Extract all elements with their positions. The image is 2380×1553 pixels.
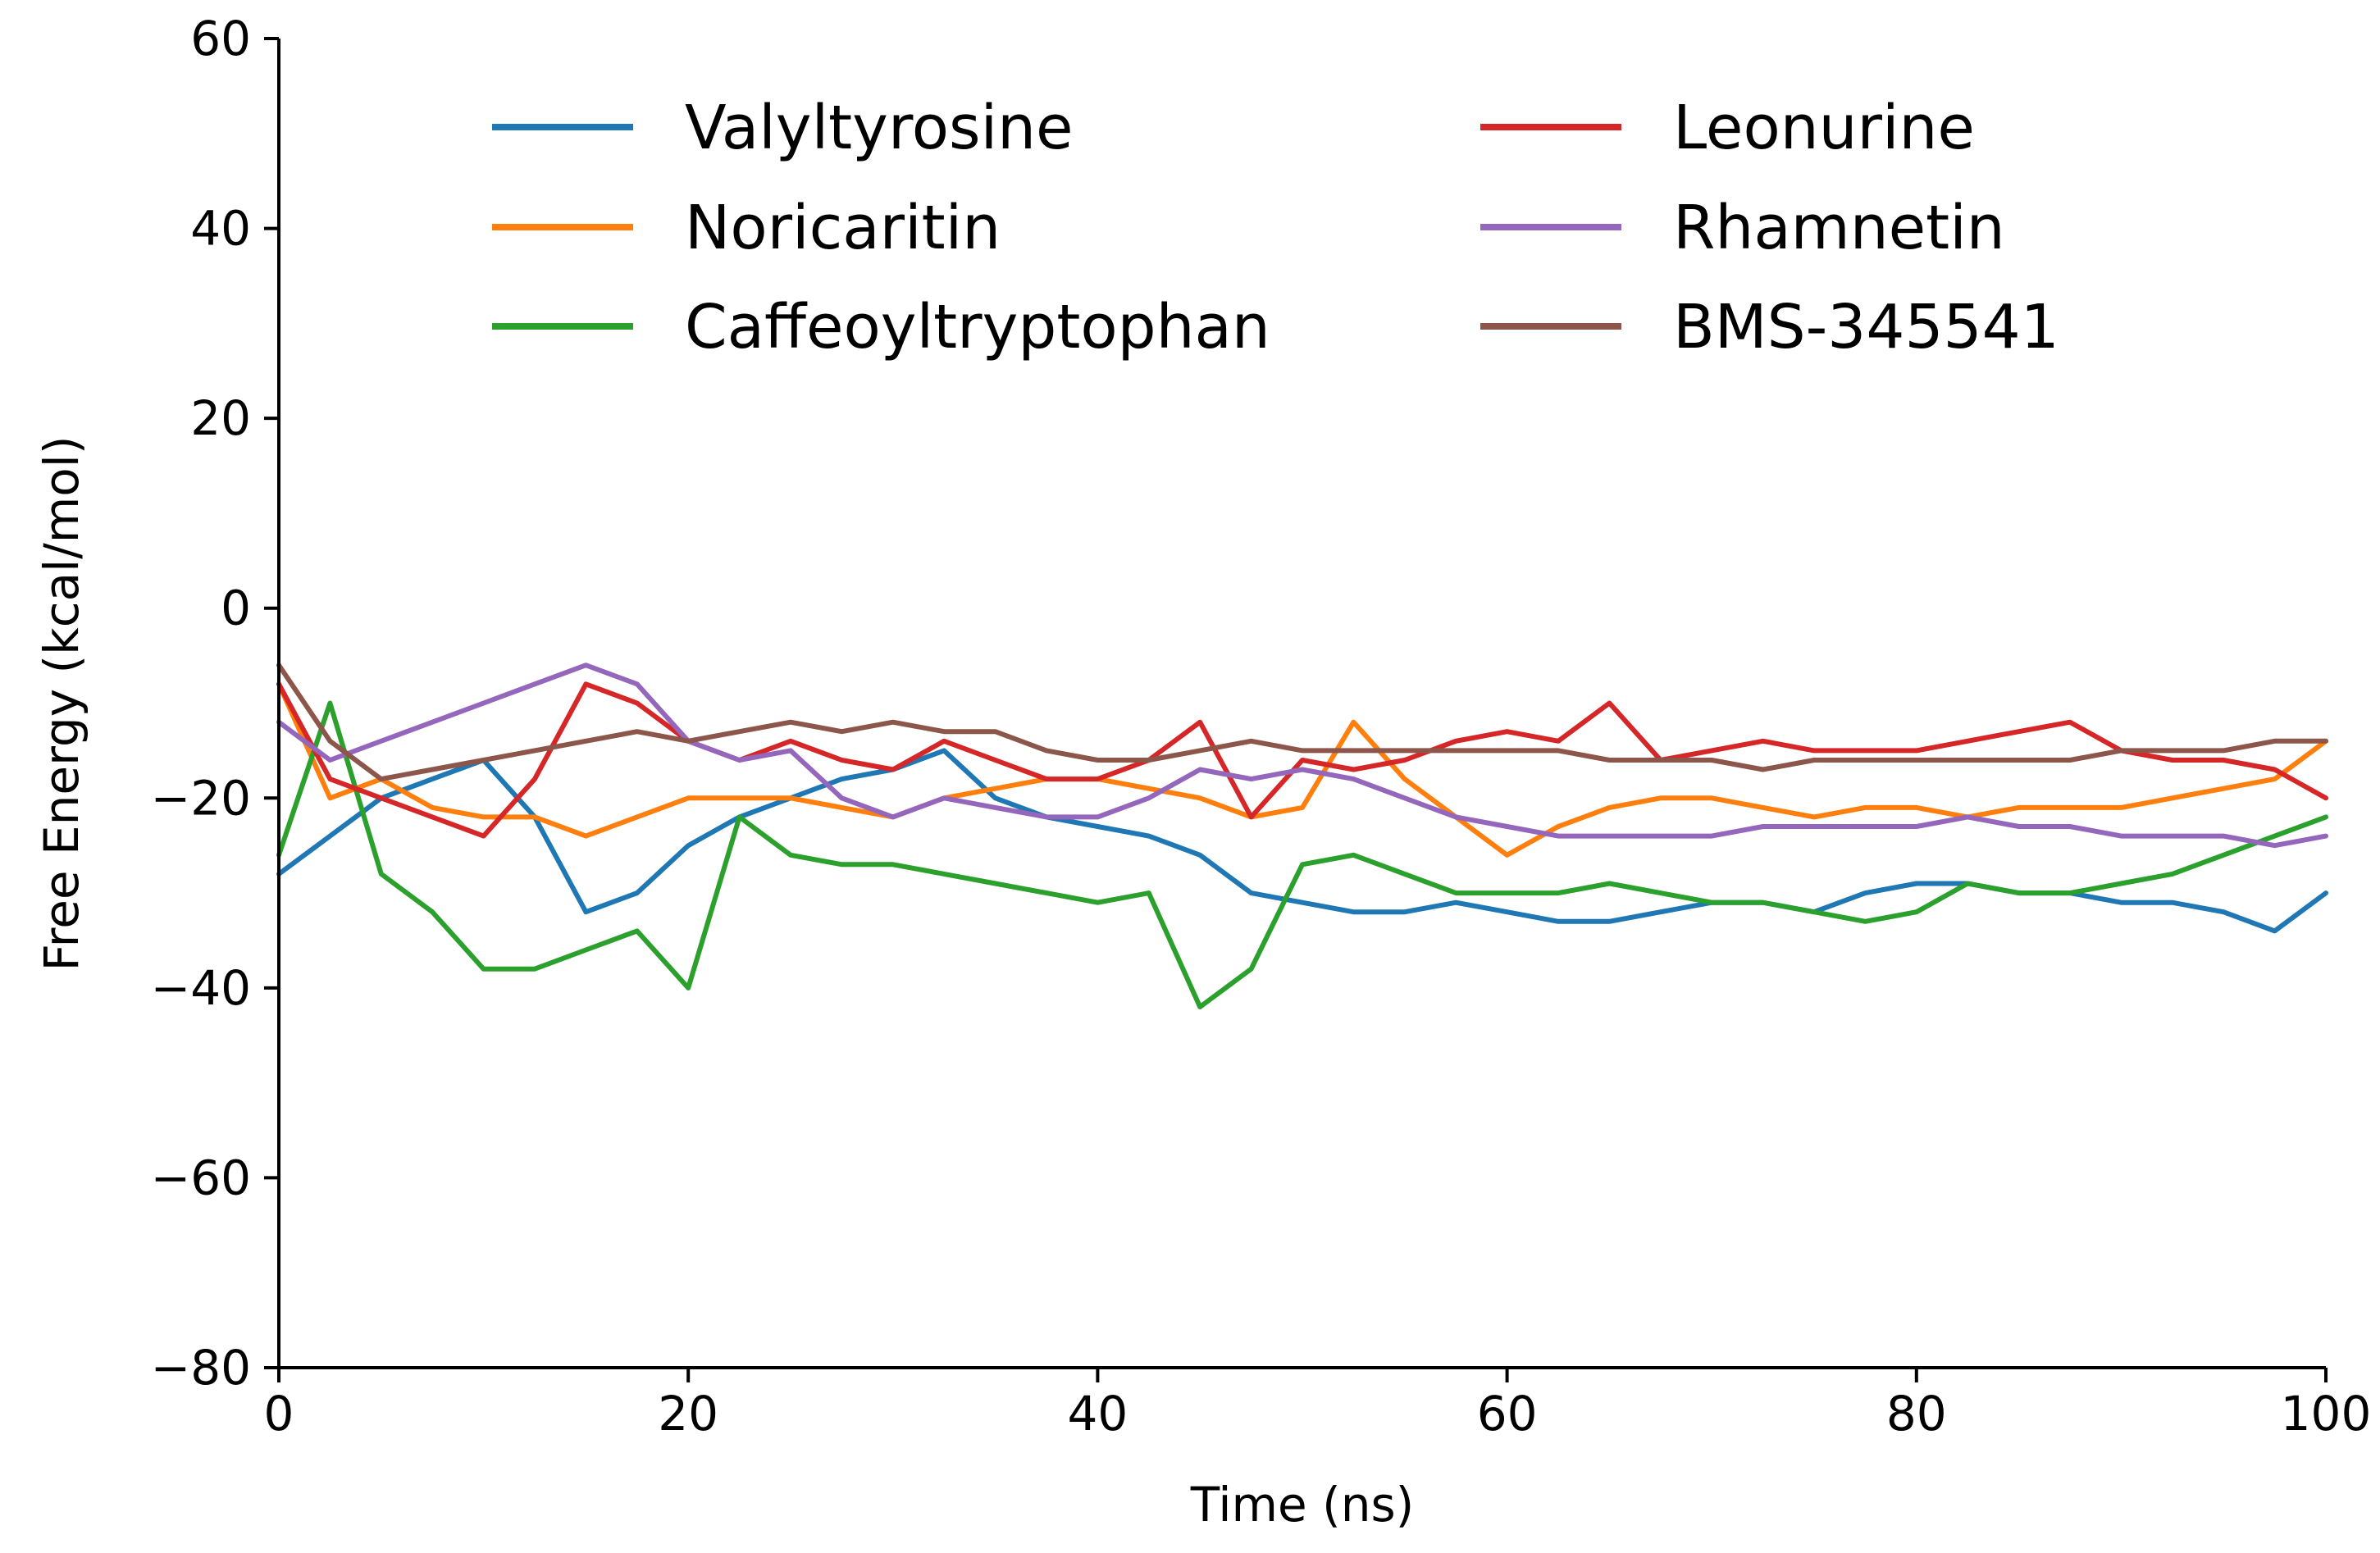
legend-label: Rhamnetin [1673,193,2005,263]
series-line-caffeoyltryptophan [276,700,2328,1009]
legend-label: Caffeoyltryptophan [685,292,1270,362]
series-layer [276,663,2328,1009]
x-axis-label: Time (ns) [1190,1477,1415,1533]
y-tick-label: −40 [151,960,251,1016]
series-line-bms-345541 [276,663,2328,782]
series-line-leonurine [276,681,2328,839]
axes-layer [277,39,2326,1369]
y-tick-label: 40 [190,201,251,257]
series-line-valyltyrosine [276,748,2328,934]
x-tick-label: 40 [1067,1386,1128,1441]
legend-label: Valyltyrosine [685,93,1074,163]
series-line-rhamnetin [276,663,2328,849]
y-tick-label: −80 [151,1340,251,1396]
y-ticks: −80 −60 −40 −20 0 20 40 60 [151,11,279,1396]
legend: Valyltyrosine Noricaritin Caffeoyltryptoph… [492,93,2059,362]
x-tick-label: 60 [1477,1386,1538,1441]
x-tick-label: 0 [264,1386,294,1441]
x-tick-label: 20 [658,1386,718,1441]
y-tick-label: 60 [190,11,251,66]
legend-label: BMS-345541 [1673,292,2059,362]
y-tick-label: −20 [151,770,251,826]
legend-label: Noricaritin [685,193,1001,263]
y-tick-label: −60 [151,1150,251,1205]
x-tick-label: 100 [2281,1386,2372,1441]
legend-label: Leonurine [1673,93,1975,163]
y-tick-label: 0 [221,581,251,636]
y-axis-label: Free Energy (kcal/mol) [34,435,89,971]
series-line-noricaritin [276,681,2328,858]
y-tick-label: 20 [190,390,251,446]
x-ticks: 0 20 40 60 80 100 [264,1368,2372,1441]
x-tick-label: 80 [1886,1386,1947,1441]
